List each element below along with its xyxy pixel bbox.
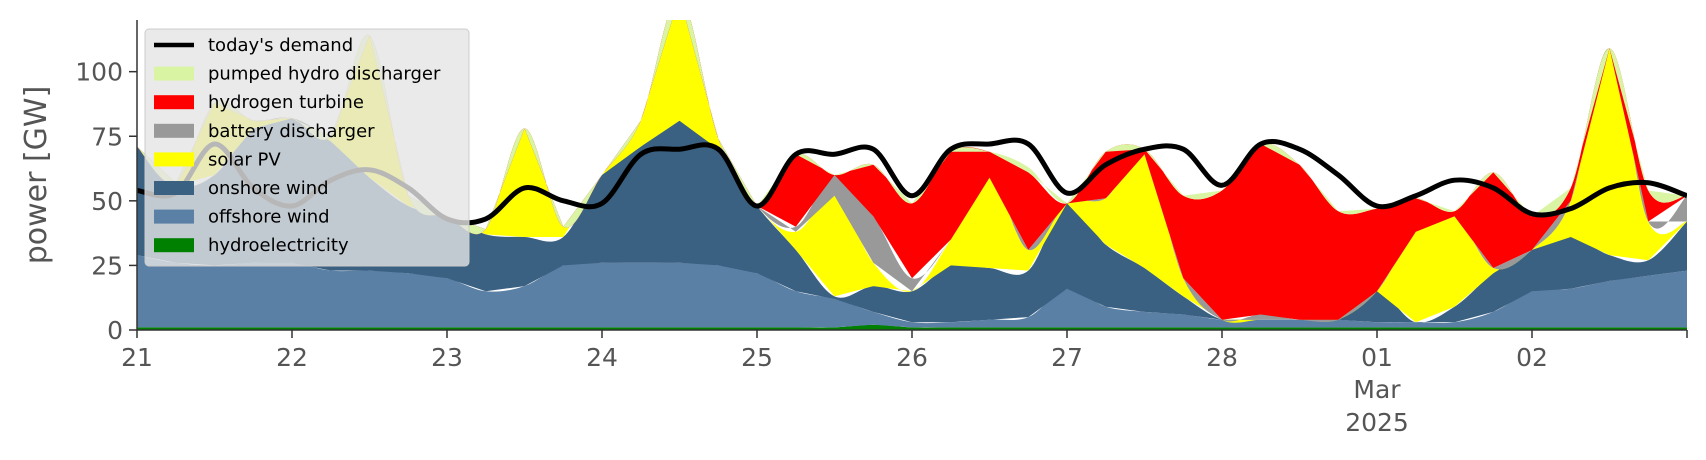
y-tick-label: 0 [107,316,123,345]
x-tick-label: 24 [586,343,618,372]
y-tick-label: 50 [91,187,123,216]
area-onshore-wind [137,117,1687,323]
y-axis-label: power [GW] [19,86,54,265]
axes: 0 25 50 75 100 21 22 23 24 25 26 27 28 01 02 Mar 2025 pow… [19,20,1688,437]
x-tick-label: 26 [896,343,928,372]
legend-swatch [154,209,194,224]
legend-label: offshore wind [208,207,330,228]
legend-swatch [154,181,194,195]
y-tick-label: 25 [91,251,123,280]
legend: today's demand pumped hydro discharger hyd… [144,28,470,267]
legend-swatch [154,66,194,81]
legend-swatch [154,123,194,138]
y-tick-label: 100 [75,58,123,87]
x-month-label: Mar [1353,375,1401,404]
legend-label: hydroelectricity [208,235,349,256]
x-tick-label: 02 [1516,343,1548,372]
legend-box [144,28,470,267]
legend-label: pumped hydro discharger [208,64,441,85]
y-tick-label: 75 [91,122,123,151]
x-tick-label: 25 [741,343,773,372]
area-hydrogen-turbine [137,20,1687,320]
x-tick-label: 28 [1206,343,1238,372]
x-tick-label: 22 [276,343,308,372]
stacked-areas [137,20,1687,330]
area-offshore-wind [137,255,1687,328]
legend-swatch [154,95,194,110]
legend-swatch [154,152,194,167]
x-tick-label: 01 [1361,343,1393,372]
legend-label: today's demand [208,35,353,56]
x-year-label: 2025 [1345,408,1409,437]
legend-label: solar PV [208,149,281,170]
legend-label: onshore wind [208,178,329,199]
legend-label: battery discharger [208,121,375,142]
x-tick-label: 23 [431,343,463,372]
x-tick-label: 27 [1051,343,1083,372]
legend-swatch [154,238,194,253]
x-tick-label: 21 [121,343,153,372]
legend-label: hydrogen turbine [208,92,364,113]
